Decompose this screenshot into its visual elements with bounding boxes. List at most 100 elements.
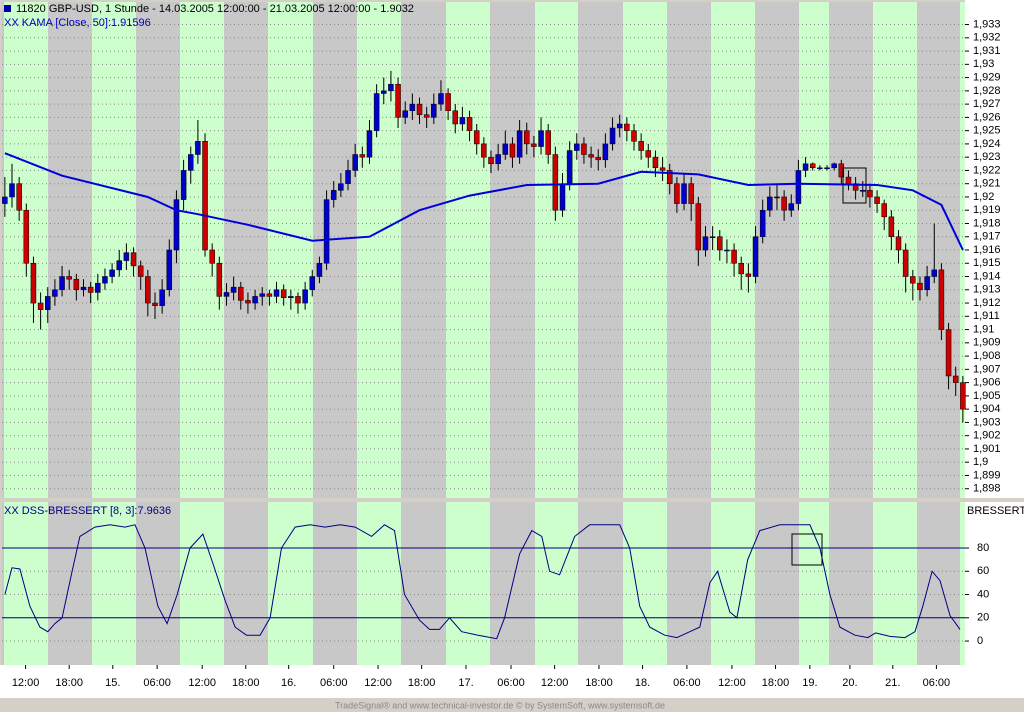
candle-body bbox=[767, 196, 773, 211]
candle-body bbox=[123, 252, 130, 261]
y-tick-label: 1,911 bbox=[973, 310, 1000, 322]
candle-body bbox=[80, 286, 87, 291]
x-tick-label: 12:00 bbox=[188, 677, 216, 689]
candle-body bbox=[666, 170, 673, 184]
highlight-box bbox=[791, 533, 823, 566]
session-band bbox=[578, 502, 623, 665]
session-band bbox=[799, 502, 829, 665]
candle-body bbox=[888, 216, 895, 237]
candle-body bbox=[59, 276, 65, 291]
candle-body bbox=[574, 143, 580, 151]
candle-body bbox=[595, 156, 601, 161]
candle-body bbox=[638, 141, 644, 151]
candle-body bbox=[338, 183, 344, 191]
candle-body bbox=[366, 130, 373, 158]
candle-body bbox=[30, 263, 37, 304]
candle-body bbox=[659, 167, 666, 171]
session-band bbox=[401, 2, 446, 498]
x-tick-label: 20. bbox=[842, 677, 857, 689]
y-tick-label: 1,916 bbox=[973, 244, 1001, 256]
candle-body bbox=[938, 269, 945, 330]
candle-body bbox=[910, 276, 916, 284]
candle-body bbox=[259, 293, 265, 297]
candle-body bbox=[352, 154, 358, 171]
y-tick-label: 1,905 bbox=[973, 390, 1001, 402]
candle-body bbox=[238, 286, 244, 301]
session-band bbox=[2, 502, 4, 665]
candle-body bbox=[602, 143, 609, 161]
session-band bbox=[446, 2, 490, 498]
candle-body bbox=[173, 199, 180, 251]
y-tick-label: 1,906 bbox=[973, 377, 1001, 389]
session-bands bbox=[2, 2, 965, 665]
x-tick-label: 18:00 bbox=[232, 677, 260, 689]
y-tick-label: 1,919 bbox=[973, 204, 1001, 216]
candle-body bbox=[109, 269, 115, 277]
y-tick-label: 1,921 bbox=[973, 178, 1001, 190]
candle-body bbox=[473, 130, 480, 145]
candle-body bbox=[116, 260, 122, 271]
candle-body bbox=[538, 130, 544, 147]
session-band bbox=[136, 502, 180, 665]
x-tick-label: 17. bbox=[458, 677, 473, 689]
candle-body bbox=[359, 154, 366, 158]
y-tick-label: 1,902 bbox=[973, 430, 1001, 442]
y-tick-label: 60 bbox=[977, 565, 989, 577]
candle-body bbox=[809, 163, 816, 169]
candle-body bbox=[409, 103, 416, 111]
y-tick-label: 1,912 bbox=[973, 297, 1001, 309]
y-tick-label: 1,915 bbox=[973, 257, 1001, 269]
candle-body bbox=[187, 154, 194, 171]
candle-body bbox=[388, 83, 394, 92]
candle-body bbox=[488, 156, 494, 165]
session-band bbox=[446, 502, 490, 665]
session-band bbox=[535, 2, 578, 498]
candle-body bbox=[631, 130, 637, 142]
candle-body bbox=[524, 130, 530, 145]
candle-body bbox=[266, 293, 273, 297]
candle-body bbox=[802, 163, 809, 171]
session-band bbox=[623, 2, 667, 498]
session-band bbox=[313, 502, 357, 665]
y-tick-label: 0 bbox=[977, 635, 983, 647]
session-band bbox=[755, 2, 799, 498]
candle-body bbox=[681, 183, 687, 204]
x-tick-label: 12:00 bbox=[364, 677, 392, 689]
candle-body bbox=[867, 190, 873, 198]
session-band bbox=[401, 502, 446, 665]
candle-body bbox=[860, 190, 866, 192]
candle-body bbox=[159, 289, 165, 306]
candle-body bbox=[817, 167, 823, 170]
x-tick-label: 06:00 bbox=[320, 677, 348, 689]
y-tick-label: 1,907 bbox=[973, 363, 1001, 375]
session-band bbox=[960, 502, 965, 665]
y-tick-label: 1,932 bbox=[973, 32, 1001, 44]
session-band bbox=[4, 502, 48, 665]
candle-body bbox=[180, 170, 187, 200]
candle-body bbox=[759, 209, 766, 237]
x-tick-label: 18:00 bbox=[762, 677, 790, 689]
candle-body bbox=[273, 289, 280, 297]
candle-body bbox=[16, 183, 22, 211]
session-band bbox=[873, 502, 917, 665]
candle-body bbox=[516, 130, 523, 158]
candle-body bbox=[781, 196, 787, 211]
dss-label: XX DSS-BRESSERT [8, 3]:7.9636 bbox=[4, 505, 171, 517]
candle-body bbox=[745, 273, 752, 277]
x-tick-label: 06:00 bbox=[143, 677, 171, 689]
x-tick-label: 06:00 bbox=[673, 677, 701, 689]
candle-body bbox=[216, 263, 223, 297]
session-band bbox=[623, 502, 667, 665]
candle-body bbox=[202, 141, 208, 251]
x-tick-label: 18:00 bbox=[585, 677, 613, 689]
y-tick-label: 1,908 bbox=[973, 350, 1001, 362]
x-tick-label: 21. bbox=[885, 677, 900, 689]
y-tick-label: 1,913 bbox=[973, 284, 1001, 296]
candle-body bbox=[95, 282, 101, 293]
candle-body bbox=[73, 278, 80, 291]
y-tick-label: 1,923 bbox=[973, 151, 1001, 163]
candle-body bbox=[23, 209, 30, 264]
candle-body bbox=[881, 203, 887, 218]
